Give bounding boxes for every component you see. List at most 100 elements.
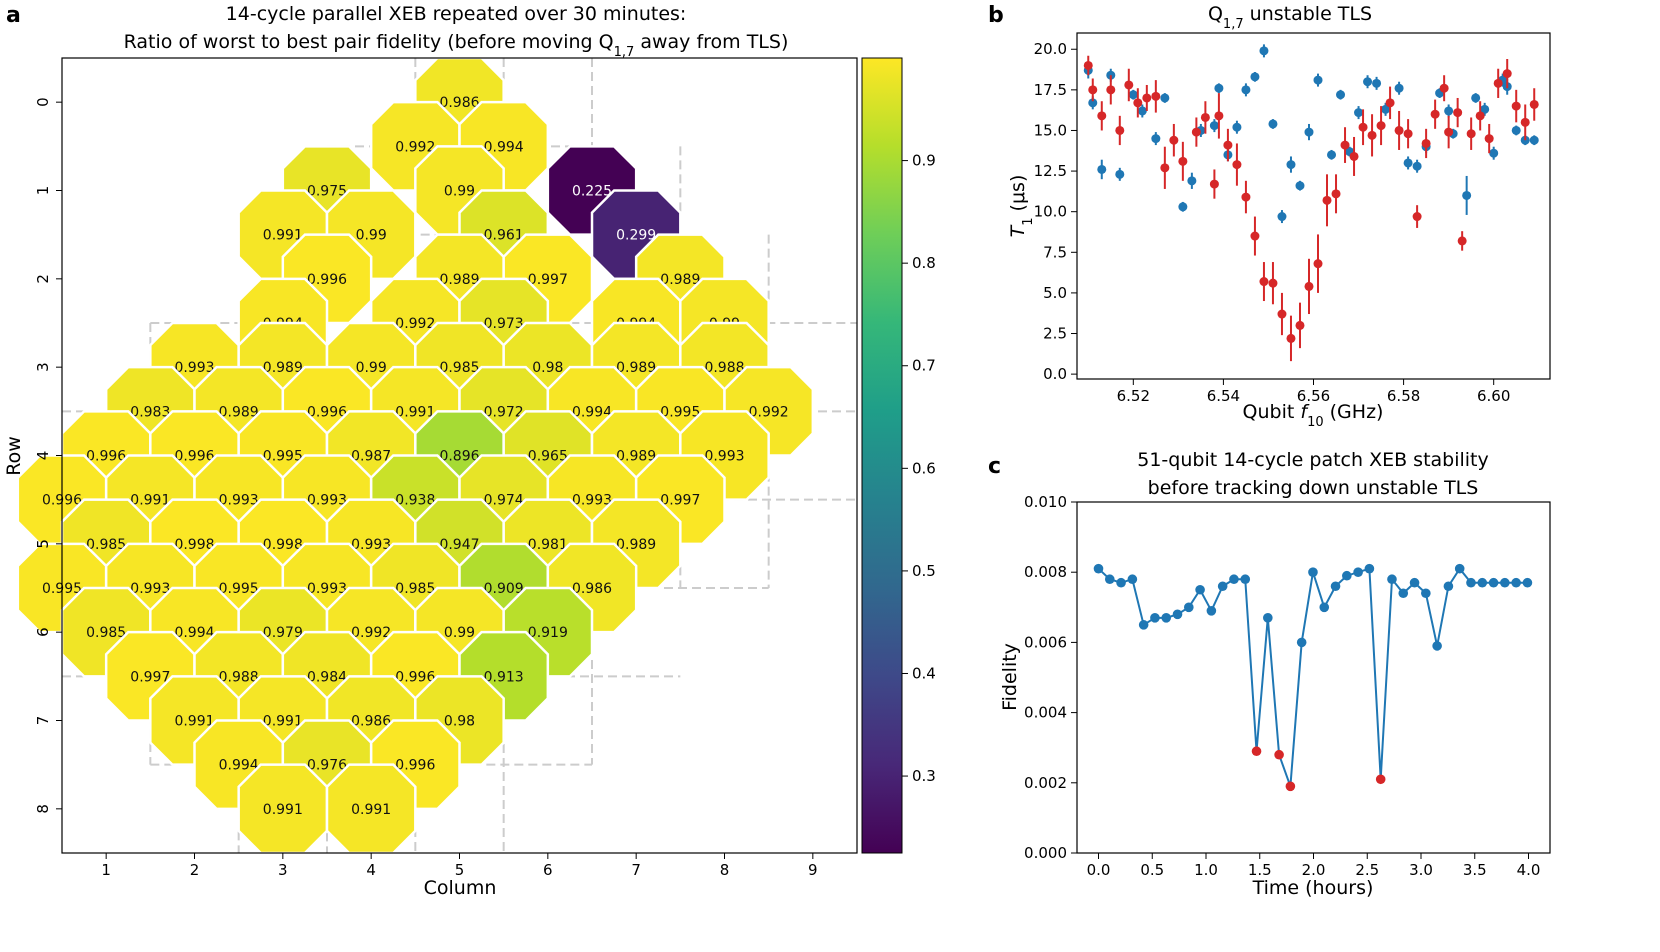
red-data-point bbox=[1142, 93, 1152, 103]
fidelity-point bbox=[1511, 577, 1521, 588]
heatmap-cell-label: 0.919 bbox=[528, 625, 568, 641]
red-data-point bbox=[1502, 69, 1512, 79]
red-data-point bbox=[1277, 309, 1287, 319]
panel-c-y-ticks: 0.000 0.002 0.004 0.006 0.008 0.010 bbox=[1024, 493, 1077, 862]
blue-data-point bbox=[1480, 104, 1490, 114]
x-tick-label: 5 bbox=[455, 861, 465, 879]
y-tick-label: 4 bbox=[34, 451, 52, 461]
heatmap-cell-label: 0.989 bbox=[263, 360, 303, 376]
heatmap-cell-label: 0.998 bbox=[263, 537, 303, 553]
y-tick-label: 0.004 bbox=[1024, 704, 1067, 722]
heatmap-cell-label: 0.974 bbox=[484, 493, 524, 509]
blue-data-point bbox=[1489, 148, 1499, 158]
red-data-point bbox=[1200, 112, 1210, 122]
x-tick-label: 3.0 bbox=[1409, 861, 1433, 879]
blue-data-point bbox=[1151, 134, 1161, 144]
red-data-point bbox=[1115, 125, 1125, 135]
heatmap-cell-label: 0.993 bbox=[219, 493, 259, 509]
blue-data-point bbox=[1209, 121, 1219, 131]
fidelity-point bbox=[1409, 577, 1420, 588]
red-highlight-point bbox=[1375, 774, 1386, 785]
blue-data-point bbox=[1304, 127, 1314, 137]
red-data-point bbox=[1394, 125, 1404, 135]
blue-data-point bbox=[1277, 212, 1287, 222]
y-tick-label: 0.0 bbox=[1043, 365, 1067, 383]
fidelity-point bbox=[1319, 602, 1330, 613]
red-data-point bbox=[1322, 195, 1332, 205]
heatmap-cell-label: 0.991 bbox=[263, 714, 303, 730]
blue-data-point bbox=[1327, 150, 1337, 160]
heatmap-cell-label: 0.991 bbox=[263, 228, 303, 244]
blue-data-point bbox=[1295, 181, 1305, 191]
blue-data-point bbox=[1178, 202, 1188, 212]
red-data-point bbox=[1475, 111, 1485, 121]
red-data-point bbox=[1304, 281, 1314, 291]
blue-data-point bbox=[1259, 46, 1269, 56]
fidelity-point bbox=[1172, 609, 1183, 620]
heatmap-cell-label: 0.991 bbox=[395, 404, 435, 420]
fidelity-point bbox=[1217, 581, 1228, 592]
x-tick-label: 6 bbox=[543, 861, 553, 879]
blue-data-point bbox=[1115, 169, 1125, 179]
y-tick-label: 7.5 bbox=[1043, 243, 1067, 261]
red-data-point bbox=[1178, 156, 1188, 166]
heatmap-cell-label: 0.99 bbox=[356, 360, 387, 376]
red-data-point bbox=[1367, 130, 1377, 140]
blue-data-point bbox=[1250, 72, 1260, 82]
red-data-point bbox=[1412, 212, 1422, 222]
heatmap-cell-label: 0.992 bbox=[395, 316, 435, 332]
red-data-point bbox=[1511, 101, 1521, 111]
heatmap-cell-label: 0.989 bbox=[219, 404, 259, 420]
heatmap-cell-label: 0.997 bbox=[130, 669, 170, 685]
y-tick-label: 0.000 bbox=[1024, 844, 1067, 862]
blue-data-point bbox=[1160, 93, 1170, 103]
blue-data-point bbox=[1187, 176, 1197, 186]
x-tick-label: 6.60 bbox=[1477, 387, 1510, 405]
blue-data-point bbox=[1529, 135, 1539, 145]
heatmap-cell-label: 0.986 bbox=[439, 95, 479, 111]
red-data-point bbox=[1493, 78, 1503, 88]
heatmap-cell-label: 0.996 bbox=[395, 758, 435, 774]
heatmap-cell-label: 0.909 bbox=[484, 581, 524, 597]
heatmap-cell-label: 0.988 bbox=[219, 669, 259, 685]
heatmap-cell-label: 0.988 bbox=[704, 360, 744, 376]
fidelity-point bbox=[1477, 577, 1488, 588]
heatmap-cell-label: 0.994 bbox=[572, 404, 612, 420]
blue-data-point bbox=[1137, 106, 1147, 116]
y-tick-label: 12.5 bbox=[1034, 162, 1067, 180]
y-tick-label: 0 bbox=[34, 97, 52, 107]
fidelity-point bbox=[1263, 613, 1273, 623]
panel-c-title-line2: before tracking down unstable TLS bbox=[1148, 477, 1479, 499]
heatmap-cell-label: 0.947 bbox=[439, 537, 479, 553]
red-data-point bbox=[1191, 127, 1201, 137]
blue-data-point bbox=[1394, 83, 1404, 93]
heatmap-cell-label: 0.995 bbox=[263, 449, 303, 465]
blue-data-point bbox=[1268, 119, 1278, 129]
heatmap-cell-label: 0.981 bbox=[528, 537, 568, 553]
heatmap-cell-label: 0.993 bbox=[130, 581, 170, 597]
blue-data-point bbox=[1444, 106, 1454, 116]
red-data-point bbox=[1097, 111, 1107, 121]
red-data-point bbox=[1083, 60, 1093, 70]
heatmap-cell-label: 0.938 bbox=[395, 493, 435, 509]
fidelity-point bbox=[1330, 581, 1341, 592]
red-data-point bbox=[1223, 140, 1233, 150]
blue-data-point bbox=[1088, 98, 1098, 108]
heatmap-cell-label: 0.995 bbox=[660, 404, 700, 420]
x-tick-label: 1.0 bbox=[1194, 861, 1218, 879]
red-data-point bbox=[1376, 121, 1386, 131]
x-tick-label: 4 bbox=[366, 861, 376, 879]
red-data-point bbox=[1331, 189, 1341, 199]
heatmap-cell-label: 0.996 bbox=[307, 404, 347, 420]
heatmap-cell-label: 0.983 bbox=[130, 404, 170, 420]
panel-a: a 14-cycle parallel XEB repeated over 30… bbox=[3, 3, 936, 899]
fidelity-point bbox=[1353, 567, 1363, 577]
y-tick-label: 15.0 bbox=[1034, 121, 1067, 139]
fidelity-point bbox=[1127, 574, 1138, 585]
blue-data-point bbox=[1232, 122, 1242, 132]
colorbar-tick-label: 0.3 bbox=[912, 767, 936, 785]
x-tick-label: 2 bbox=[190, 861, 200, 879]
red-data-point bbox=[1232, 160, 1242, 170]
heatmap-cell-label: 0.987 bbox=[351, 449, 391, 465]
